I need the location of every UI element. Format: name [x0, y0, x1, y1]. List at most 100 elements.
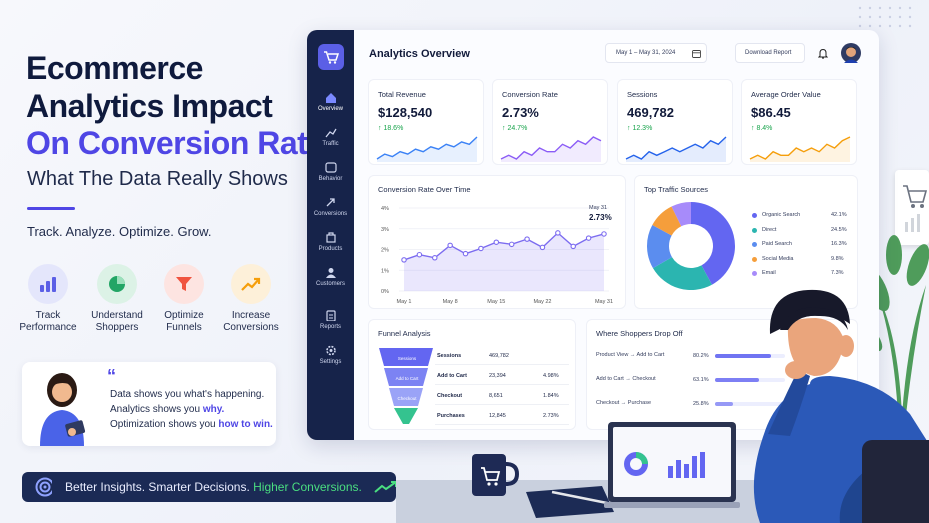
funnel-stage-rate: 1.84%: [543, 393, 559, 399]
x-tick-label: May 1: [397, 299, 412, 305]
sparkline-line: [500, 136, 602, 160]
kpi-value: $86.45: [751, 105, 791, 120]
kpi-delta: ↑ 12.3%: [627, 125, 653, 132]
conversions-icon: [326, 198, 335, 207]
feature-understand-shoppers: Understand Shoppers: [77, 264, 157, 334]
wall-frame: [895, 170, 929, 245]
data-point: [432, 255, 438, 261]
feature-optimize-funnels: Optimize Funnels: [144, 264, 224, 334]
kpi-sparkline: [500, 136, 602, 162]
woman-with-tablet-illustration: [40, 373, 86, 446]
avatar[interactable]: [841, 43, 861, 63]
kpi-label: Total Revenue: [378, 90, 426, 99]
nav-item-traffic[interactable]: Traffic: [307, 127, 354, 147]
quote-line-2: Analytics shows you why.: [110, 404, 224, 415]
sparkline-area: [750, 137, 850, 162]
kpi-card-conversion-rate[interactable]: Conversion Rate 2.73% ↑ 24.7%: [492, 79, 608, 165]
funnel-graphic: [379, 348, 433, 424]
data-point: [416, 251, 423, 258]
feature-label-2: Shoppers: [95, 322, 139, 333]
kpi-value: $128,540: [378, 105, 433, 120]
kpi-card-sessions[interactable]: Sessions 469,782 ↑ 12.3%: [617, 79, 733, 165]
donut-slice: [652, 257, 712, 290]
donut-slice: [691, 202, 735, 285]
funnel-analysis-card: Funnel Analysis Sessions Add to Cart Che…: [368, 319, 576, 430]
sparkline-line: [376, 136, 478, 160]
row-divider: [435, 364, 569, 365]
top-traffic-sources-card: Top Traffic Sources Organic Search 42.1% D…: [634, 175, 858, 309]
download-report-button[interactable]: Download Report: [735, 43, 805, 63]
office-chair: [862, 440, 929, 523]
feature-label-1: Understand: [91, 310, 143, 321]
behavior-icon: [324, 162, 337, 173]
kpi-card-average-order-value[interactable]: Average Order Value $86.45 ↑ 8.4%: [741, 79, 857, 165]
dropoff-label: Product View → Add to Cart: [596, 352, 665, 358]
coffee-mug-illustration: [472, 454, 520, 496]
y-tick-label: 2%: [381, 248, 389, 254]
bar-chart-icon: [28, 264, 68, 304]
donut-slice: [671, 202, 691, 227]
legend-label: Social Media: [762, 255, 794, 262]
tagline: Track. Analyze. Optimize. Grow.: [27, 224, 212, 239]
dropoff-bar-fill: [715, 378, 760, 382]
legend-label: Paid Search: [762, 241, 792, 247]
date-range-picker[interactable]: May 1 – May 31, 2024: [605, 43, 707, 63]
nav-item-products[interactable]: Products: [307, 232, 354, 252]
funnel-stage-name: Sessions: [437, 353, 462, 359]
nav-label: Customers: [315, 281, 345, 287]
data-point: [555, 230, 561, 236]
nav-item-customers[interactable]: Customers: [307, 267, 354, 287]
legend-dot: [752, 227, 757, 233]
products-icon: [325, 232, 336, 243]
kpi-label: Conversion Rate: [502, 90, 558, 99]
headline-line-2: Analytics Impact: [26, 88, 273, 124]
feature-label-2: Funnels: [166, 322, 202, 333]
kpi-sparkline: [749, 136, 851, 162]
dropoff-bar-track: [715, 402, 785, 406]
quote-line-3-text: Optimization shows you: [110, 419, 219, 430]
data-point: [570, 243, 576, 250]
kpi-card-total-revenue[interactable]: Total Revenue $128,540 ↑ 18.6%: [368, 79, 484, 165]
customers-icon: [325, 268, 336, 278]
kpi-label: Sessions: [627, 90, 658, 99]
calendar-icon: [692, 50, 701, 58]
legend-value: 24.5%: [831, 226, 847, 233]
quote-mark-icon: “: [107, 366, 116, 386]
cart-icon: [903, 185, 928, 232]
nav-label: Products: [318, 246, 343, 252]
y-tick-label: 4%: [381, 206, 389, 212]
laptop-illustration: [604, 422, 740, 508]
target-icon: [35, 477, 53, 497]
data-point: [601, 231, 607, 237]
quote-line-3: Optimization shows you how to win.: [110, 419, 273, 430]
nav-label: Conversions: [313, 211, 348, 217]
feature-increase-conversions: Increase Conversions: [211, 264, 291, 334]
funnel-stage-rate: 2.73%: [543, 413, 559, 419]
data-point: [508, 241, 515, 248]
feature-track-performance: Track Performance: [8, 264, 88, 334]
nav-item-overview[interactable]: Overview: [307, 92, 354, 112]
dropoff-bar-track: [715, 354, 785, 358]
nav-item-conversions[interactable]: Conversions: [307, 197, 354, 217]
notebook-with-pen-illustration: [526, 486, 614, 518]
feature-label-1: Optimize: [164, 310, 204, 321]
download-report-label: Download Report: [745, 50, 792, 56]
banner-accent: Higher Conversions.: [253, 480, 362, 494]
data-point: [493, 239, 500, 245]
x-tick-label: May 22: [533, 299, 551, 305]
dropoff-bar-fill: [715, 402, 734, 406]
kpi-delta: ↑ 24.7%: [502, 125, 528, 132]
bell-icon[interactable]: [818, 48, 828, 59]
home-icon: [325, 93, 336, 103]
funnel-stage-name: Add to Cart: [437, 373, 467, 379]
funnel-title: Funnel Analysis: [378, 329, 431, 338]
funnel-stage-count: 12,845: [489, 413, 506, 419]
nav-label: Reports: [319, 324, 341, 330]
nav-item-settings[interactable]: Settings: [307, 345, 354, 365]
nav-item-behavior[interactable]: Behavior: [307, 162, 354, 182]
cart-logo-icon[interactable]: [318, 44, 344, 70]
quote-line-3-accent: how to win.: [218, 419, 273, 430]
legend-value: 16.3%: [831, 241, 847, 247]
nav-item-reports[interactable]: Reports: [307, 310, 354, 330]
data-point: [524, 236, 530, 242]
